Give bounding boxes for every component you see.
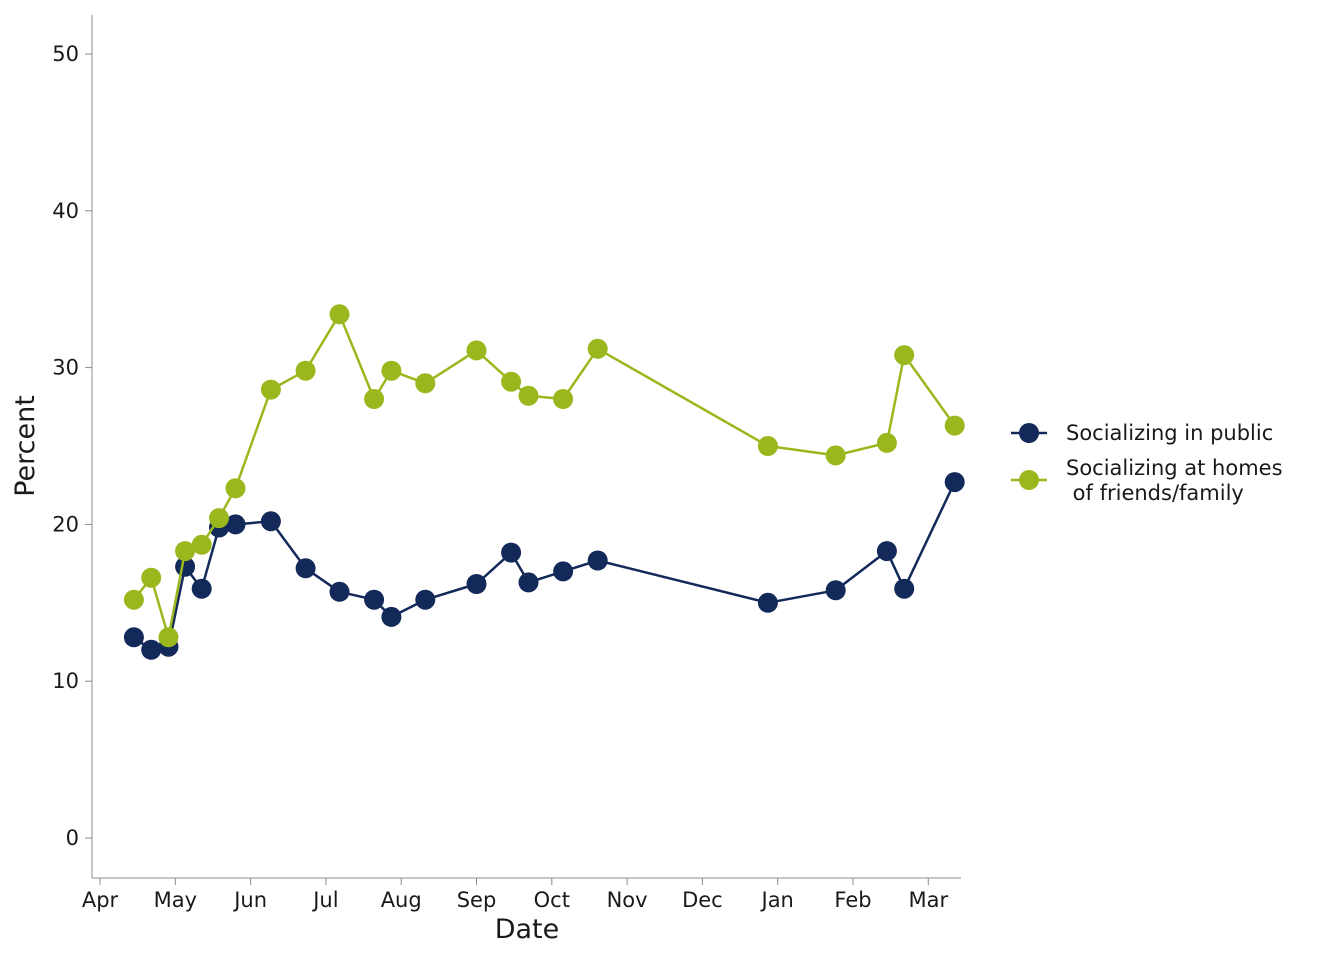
data-point (381, 360, 402, 381)
data-point (123, 589, 144, 610)
data-point (141, 639, 162, 660)
data-point (894, 345, 915, 366)
data-point (225, 514, 246, 535)
x-tick-label: Apr (82, 888, 119, 912)
data-point (944, 415, 965, 436)
data-point (466, 340, 487, 361)
data-point (381, 606, 402, 627)
y-tick-label: 30 (52, 356, 79, 380)
series-1 (123, 472, 965, 660)
series-2 (123, 304, 965, 648)
data-point (364, 589, 385, 610)
x-axis-title: Date (495, 914, 560, 945)
x-tick-label: Jun (232, 888, 267, 912)
data-point (553, 561, 574, 582)
data-point (123, 627, 144, 648)
legend-item: Socializing in public (1011, 421, 1273, 445)
data-point (518, 572, 539, 593)
data-point (364, 389, 385, 409)
x-tick-label: May (154, 888, 197, 912)
data-point (825, 445, 846, 466)
data-point (825, 580, 846, 601)
y-axis-title: Percent (10, 395, 41, 497)
data-point (944, 472, 965, 493)
data-point (158, 627, 179, 648)
series-line (133, 481, 956, 652)
y-tick-label: 0 (66, 826, 79, 850)
data-point (587, 338, 608, 359)
data-point (191, 534, 212, 555)
x-tick-label: Dec (682, 888, 723, 912)
x-tick-label: Jul (311, 888, 338, 912)
data-point (141, 567, 162, 588)
x-tick-label: Feb (834, 888, 871, 912)
data-point (415, 589, 436, 610)
data-point (329, 581, 350, 602)
data-point (876, 541, 897, 562)
data-point (260, 511, 281, 532)
data-point (209, 508, 229, 529)
data-point (518, 385, 539, 406)
data-point (329, 304, 350, 325)
x-tick-label: Jan (760, 888, 794, 912)
legend-marker (1019, 423, 1039, 443)
data-point (260, 379, 281, 400)
data-point (295, 558, 316, 579)
data-point (894, 578, 915, 599)
y-tick-label: 40 (52, 199, 79, 223)
data-point (225, 478, 246, 499)
legend-marker (1019, 470, 1039, 490)
data-point (415, 373, 436, 394)
data-point (876, 432, 897, 453)
x-tick-label: Nov (607, 888, 648, 912)
legend-item: Socializing at homes of friends/family (1011, 456, 1283, 505)
y-tick-label: 50 (52, 42, 79, 66)
data-point (501, 542, 522, 563)
x-tick-label: Aug (381, 888, 422, 912)
data-point (553, 389, 574, 409)
series-layer (123, 304, 965, 660)
data-point (191, 578, 212, 599)
legend-label: Socializing at homes of friends/family (1066, 456, 1283, 505)
data-point (175, 541, 196, 562)
y-tick-label: 10 (52, 669, 79, 693)
axes: 0 10 20 30 40 50 Apr May Jun Jul Aug Sep Oct Nov Dec Ja… (52, 15, 961, 912)
data-point (757, 436, 778, 456)
data-point (757, 592, 778, 613)
data-point (295, 360, 316, 381)
y-tick-label: 20 (52, 512, 79, 536)
x-tick-label: Sep (457, 888, 497, 912)
legend-label: Socializing in public (1066, 421, 1273, 445)
data-point (587, 550, 608, 571)
legend: Socializing in public Socializing at home… (1011, 421, 1283, 505)
x-tick-label: Oct (534, 888, 570, 912)
data-point (466, 574, 487, 594)
x-tick-label: Mar (908, 888, 948, 912)
data-point (501, 371, 522, 392)
